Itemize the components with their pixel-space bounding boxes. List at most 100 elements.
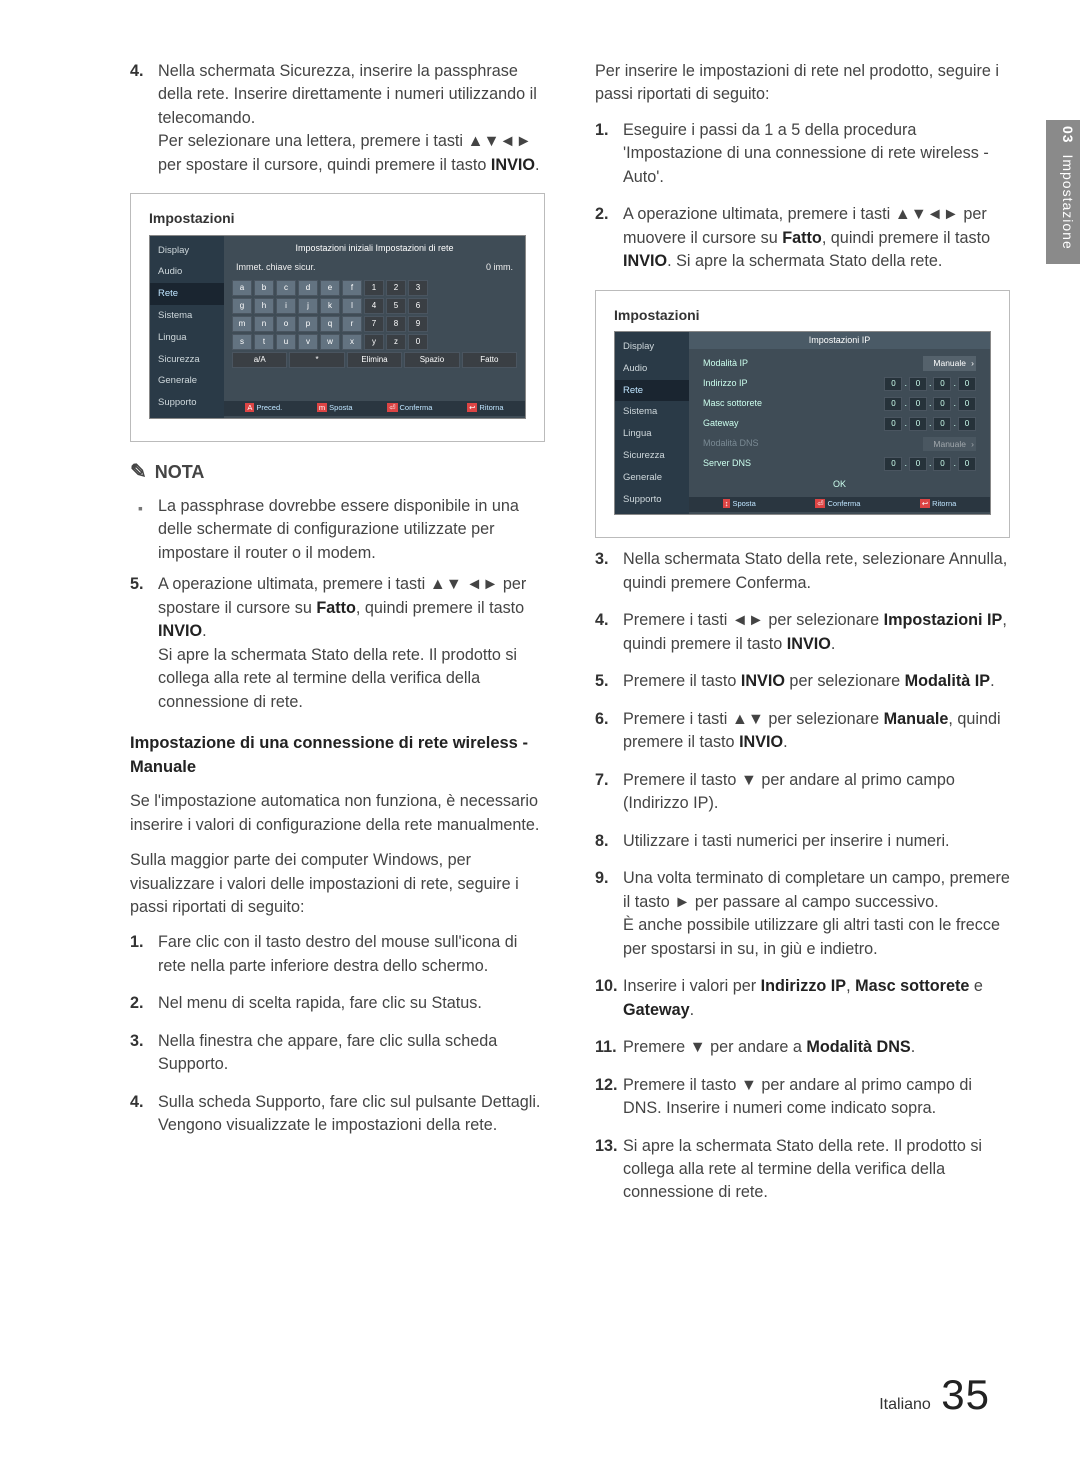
keyboard-key: a (232, 280, 252, 296)
settings-nav: DisplayAudioReteSistemaLinguaSicurezzaGe… (615, 332, 689, 514)
step-3: 3.Nella schermata Stato della rete, sele… (595, 548, 1010, 595)
step-6: 6.Premere i tasti ▲▼ per selezionare Man… (595, 708, 1010, 755)
keyboard-key: 8 (386, 316, 406, 332)
footer-hint: ↩Ritorna (920, 499, 956, 510)
keyboard-key: h (254, 298, 274, 314)
nav-item: Sicurezza (150, 349, 224, 371)
nav-item: Lingua (615, 423, 689, 445)
keyboard-key: 3 (408, 280, 428, 296)
nav-item: Audio (615, 358, 689, 380)
ip-setting-row: Modalità IPManuale (697, 353, 982, 373)
keyboard-key: 9 (408, 316, 428, 332)
step-1: 1. Eseguire i passi da 1 a 5 della proce… (595, 119, 1010, 189)
keyboard-key: g (232, 298, 252, 314)
screenshot-footer: ↕Sposta ⏎Conferma ↩Ritorna (689, 497, 990, 512)
windows-steps-list: 1.Fare clic con il tasto destro del mous… (130, 931, 545, 1137)
step-4: 4. Nella schermata Sicurezza, inserire l… (130, 60, 545, 177)
ok-label: OK (697, 478, 982, 491)
keyboard-key: z (386, 334, 406, 350)
keyboard-action: Elimina (347, 352, 402, 368)
keyboard-action: Fatto (462, 352, 517, 368)
footer-hint: ↕Sposta (723, 499, 756, 510)
screenshot-footer: APreced.mSposta⏎Conferma↩Ritorna (224, 401, 525, 416)
step-7: 7.Premere il tasto ▼ per andare al primo… (595, 769, 1010, 816)
nav-item: Display (150, 240, 224, 262)
keyboard-key: n (254, 316, 274, 332)
screenshot-keyboard: Impostazioni DisplayAudioReteSistemaLing… (130, 193, 545, 441)
paragraph: Se l'impostazione automatica non funzion… (130, 790, 545, 837)
bullet-icon: ▪ (138, 495, 150, 565)
screenshot-header: Impostazioni IP (689, 332, 990, 349)
keyboard-key: i (276, 298, 296, 314)
screenshot-header: Impostazioni iniziali Impostazioni di re… (232, 242, 517, 255)
keyboard-key: m (232, 316, 252, 332)
section-heading: Impostazione di una connessione di rete … (130, 732, 545, 780)
keyboard-key: r (342, 316, 362, 332)
nav-item: Rete (615, 380, 689, 402)
settings-nav: DisplayAudioReteSistemaLinguaSicurezzaGe… (150, 236, 224, 418)
keyboard-action: Spazio (404, 352, 459, 368)
step-5: 5. A operazione ultimata, premere i tast… (130, 573, 545, 714)
windows-step: 3.Nella finestra che appare, fare clic s… (130, 1030, 545, 1077)
ip-setting-row: Modalità DNSManuale (697, 434, 982, 454)
keyboard-key: t (254, 334, 274, 350)
keyboard-key: 4 (364, 298, 384, 314)
windows-step: 4.Sulla scheda Supporto, fare clic sul p… (130, 1091, 545, 1138)
keyboard-key: y (364, 334, 384, 350)
onscreen-keyboard: abcdef123ghijkl456mnopqr789stuvwxyz0a/A*… (232, 280, 517, 368)
keyboard-key: 2 (386, 280, 406, 296)
footer-hint: ↩Ritorna (467, 403, 503, 414)
page-content: 4. Nella schermata Sicurezza, inserire l… (0, 0, 1080, 1479)
screenshot-ip-settings: Impostazioni DisplayAudioReteSistemaLing… (595, 290, 1010, 538)
footer-hint: mSposta (317, 403, 353, 414)
keyboard-key: e (320, 280, 340, 296)
step-9: 9.Una volta terminato di completare un c… (595, 867, 1010, 961)
keyboard-key: k (320, 298, 340, 314)
keyboard-key: q (320, 316, 340, 332)
step-13: 13.Si apre la schermata Stato della rete… (595, 1135, 1010, 1205)
note-item: ▪ La passphrase dovrebbe essere disponib… (138, 495, 545, 565)
keyboard-key: 5 (386, 298, 406, 314)
step-12: 12.Premere il tasto ▼ per andare al prim… (595, 1074, 1010, 1121)
screenshot-title: Impostazioni (614, 305, 991, 325)
nav-item: Sistema (150, 305, 224, 327)
footer-language: Italiano (879, 1396, 931, 1413)
step-11: 11.Premere ▼ per andare a Modalità DNS. (595, 1036, 1010, 1059)
step-8: 8.Utilizzare i tasti numerici per inseri… (595, 830, 1010, 853)
keyboard-key: o (276, 316, 296, 332)
ip-setting-row: Masc sottorete0.0.0.0 (697, 394, 982, 414)
step-5b: 5.Premere il tasto INVIO per selezionare… (595, 670, 1010, 693)
keyboard-key: x (342, 334, 362, 350)
nav-item: Generale (615, 467, 689, 489)
paragraph: Per inserire le impostazioni di rete nel… (595, 60, 1010, 107)
keyboard-key: 7 (364, 316, 384, 332)
step-2: 2. A operazione ultimata, premere i tast… (595, 203, 1010, 273)
keyboard-key: f (342, 280, 362, 296)
nav-item: Supporto (150, 392, 224, 414)
nav-item: Lingua (150, 327, 224, 349)
nav-item: Sistema (615, 401, 689, 423)
ip-setting-row: Gateway0.0.0.0 (697, 414, 982, 434)
page-number: 35 (935, 1371, 990, 1418)
footer-hint: ⏎Conferma (815, 499, 860, 510)
keyboard-key: v (298, 334, 318, 350)
ip-settings-rows: Modalità IPManualeIndirizzo IP0.0.0.0Mas… (697, 353, 982, 474)
right-column: Per inserire le impostazioni di rete nel… (595, 60, 1010, 1219)
keyboard-key: l (342, 298, 362, 314)
keyboard-key: d (298, 280, 318, 296)
keyboard-key: s (232, 334, 252, 350)
note-icon: ✎ (130, 458, 147, 487)
left-column: 4. Nella schermata Sicurezza, inserire l… (130, 60, 545, 1219)
keyboard-key: 1 (364, 280, 384, 296)
footer-hint: APreced. (245, 403, 282, 414)
ip-setting-row: Server DNS0.0.0.0 (697, 454, 982, 474)
keyboard-action: a/A (232, 352, 287, 368)
keyboard-key: 0 (408, 334, 428, 350)
keyboard-key: 6 (408, 298, 428, 314)
keyboard-key: u (276, 334, 296, 350)
nav-item: Display (615, 336, 689, 358)
nav-item: Rete (150, 283, 224, 305)
step-4: 4.Premere i tasti ◄► per selezionare Imp… (595, 609, 1010, 656)
windows-step: 1.Fare clic con il tasto destro del mous… (130, 931, 545, 978)
keyboard-key: w (320, 334, 340, 350)
